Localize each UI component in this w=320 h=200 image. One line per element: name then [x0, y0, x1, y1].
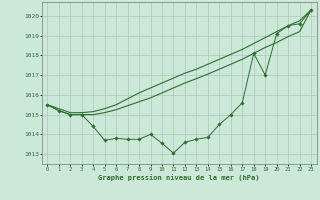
X-axis label: Graphe pression niveau de la mer (hPa): Graphe pression niveau de la mer (hPa) [99, 174, 260, 181]
